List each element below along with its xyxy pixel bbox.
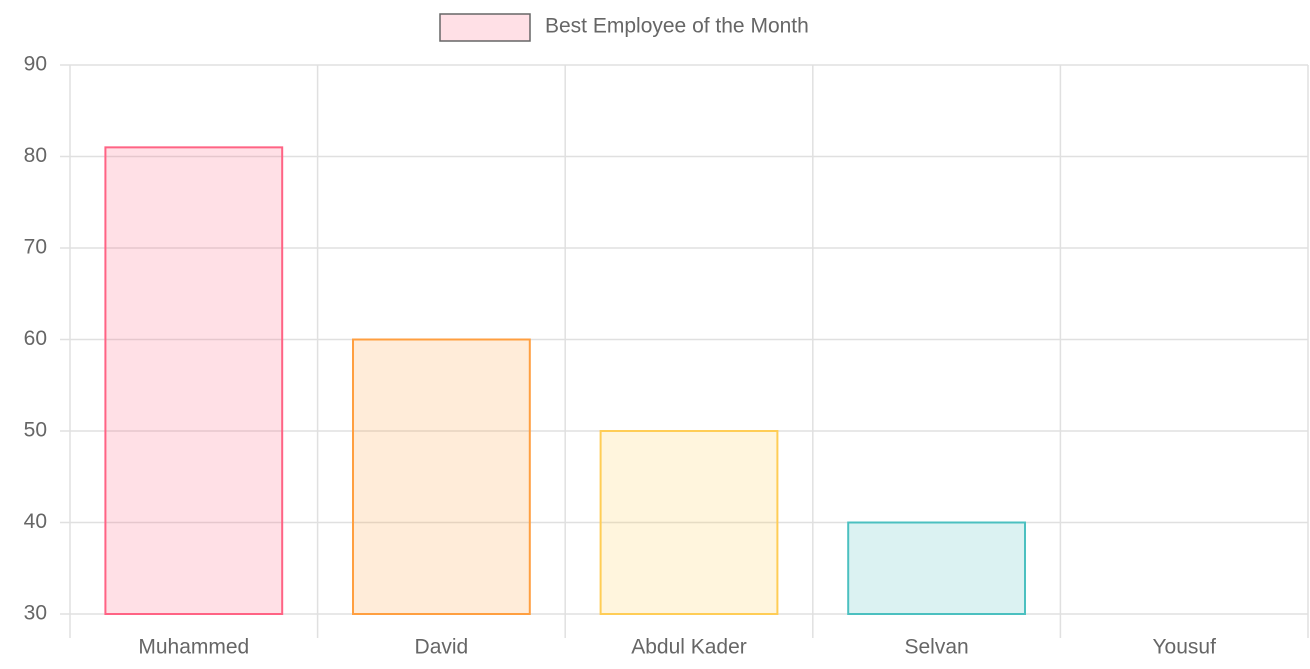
legend-label: Best Employee of the Month	[545, 15, 809, 38]
legend-swatch	[439, 13, 531, 42]
y-tick-label: 80	[24, 144, 47, 167]
y-tick-label: 30	[24, 602, 47, 625]
y-tick-label: 50	[24, 419, 47, 442]
y-tick-label: 40	[24, 510, 47, 533]
y-tick-label: 60	[24, 327, 47, 350]
bar	[599, 430, 779, 615]
x-tick-label: David	[415, 636, 469, 659]
x-tick-label: Yousuf	[1152, 636, 1216, 659]
x-tick-label: Selvan	[904, 636, 968, 659]
bar	[352, 338, 531, 615]
x-tick-label: Muhammed	[138, 636, 249, 659]
x-tick-label: Abdul Kader	[631, 636, 747, 659]
y-tick-label: 90	[24, 53, 47, 76]
bar	[104, 146, 284, 615]
y-tick-label: 70	[24, 236, 47, 259]
bar	[847, 521, 1026, 615]
